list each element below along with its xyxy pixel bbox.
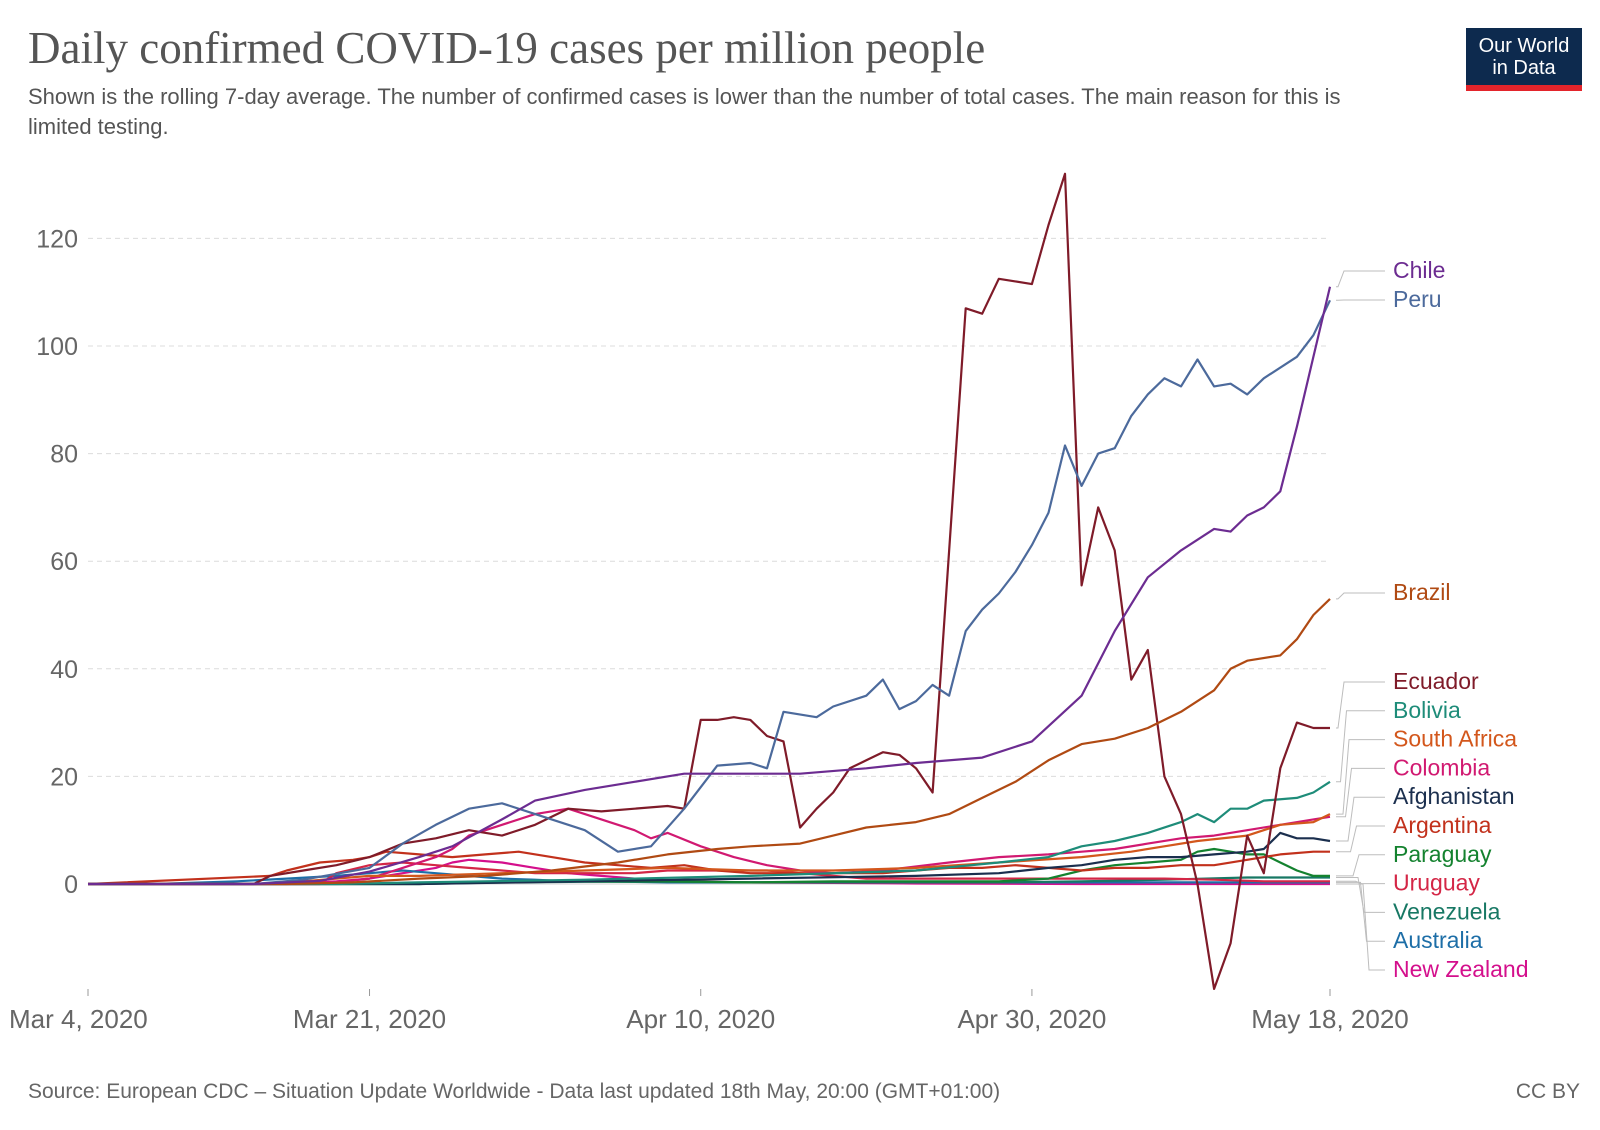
logo-line-2: in Data bbox=[1492, 57, 1556, 79]
legend-label-south-africa[interactable]: South Africa bbox=[1393, 726, 1517, 752]
legend-connector bbox=[1336, 767, 1385, 818]
legend-label-peru[interactable]: Peru bbox=[1393, 286, 1442, 312]
x-tick-label: Mar 21, 2020 bbox=[293, 1004, 446, 1034]
legend-connector bbox=[1336, 825, 1385, 853]
series-line-south-africa[interactable] bbox=[88, 813, 1331, 886]
owid-logo[interactable]: Our World in Data bbox=[1466, 28, 1582, 91]
legend-label-venezuela[interactable]: Venezuela bbox=[1393, 898, 1501, 924]
y-tick-label: 120 bbox=[36, 225, 78, 253]
legend-connector bbox=[1336, 710, 1385, 783]
grid-layer: 0 20 40 60 80 100 120 bbox=[36, 225, 1330, 899]
line-chart: 0 20 40 60 80 100 120 Mar 4, 2020 Mar 21, 2020 A… bbox=[9, 172, 1529, 1034]
legend-connector bbox=[1336, 883, 1385, 971]
legend-connector bbox=[1336, 877, 1385, 913]
series-line-brazil[interactable] bbox=[88, 598, 1331, 886]
legend-connector bbox=[1336, 796, 1385, 842]
legend-label-afghanistan[interactable]: Afghanistan bbox=[1393, 783, 1514, 809]
series-line-bolivia[interactable] bbox=[88, 780, 1331, 886]
legend-label-brazil[interactable]: Brazil bbox=[1393, 579, 1451, 605]
legend-label-chile[interactable]: Chile bbox=[1393, 257, 1445, 283]
y-tick-label: 0 bbox=[64, 871, 78, 899]
x-tick-label: Mar 4, 2020 bbox=[9, 1004, 148, 1034]
y-tick-label: 100 bbox=[36, 333, 78, 361]
legend-connector bbox=[1336, 681, 1385, 729]
series-line-afghanistan[interactable] bbox=[88, 831, 1331, 886]
series-line-ecuador[interactable] bbox=[88, 172, 1330, 990]
y-tick-label: 60 bbox=[50, 548, 78, 576]
series-line-chile[interactable] bbox=[88, 286, 1332, 886]
legend-label-colombia[interactable]: Colombia bbox=[1393, 754, 1490, 780]
series-layer bbox=[87, 172, 1332, 990]
series-line-peru[interactable] bbox=[88, 299, 1331, 886]
license-link[interactable]: CC BY bbox=[1515, 1080, 1580, 1103]
series-line-colombia[interactable] bbox=[88, 807, 1331, 886]
legend-label-new-zealand[interactable]: New Zealand bbox=[1393, 956, 1529, 982]
legend-label-ecuador[interactable]: Ecuador bbox=[1393, 668, 1479, 694]
legend-label-bolivia[interactable]: Bolivia bbox=[1393, 697, 1461, 723]
legend-label-paraguay[interactable]: Paraguay bbox=[1393, 841, 1492, 867]
legend-connector bbox=[1336, 592, 1385, 600]
legend-connector bbox=[1336, 854, 1385, 877]
legend-label-australia[interactable]: Australia bbox=[1393, 927, 1483, 953]
x-tick-label: Apr 10, 2020 bbox=[626, 1004, 775, 1034]
source-note: Source: European CDC – Situation Update … bbox=[28, 1080, 1001, 1103]
legend-connector bbox=[1336, 739, 1385, 815]
legend: Chile Peru Brazil Ecuador Bolivia South Afric… bbox=[1336, 257, 1529, 982]
y-tick-label: 40 bbox=[50, 656, 78, 684]
y-tick-label: 80 bbox=[50, 441, 78, 469]
chart-title: Daily confirmed COVID-19 cases per milli… bbox=[28, 23, 986, 73]
x-axis: Mar 4, 2020 Mar 21, 2020 Apr 10, 2020 Apr 3… bbox=[9, 989, 1409, 1034]
legend-label-uruguay[interactable]: Uruguay bbox=[1393, 870, 1480, 896]
y-tick-label: 20 bbox=[50, 763, 78, 791]
chart-subtitle: Shown is the rolling 7-day average. The … bbox=[28, 84, 1341, 139]
x-tick-label: May 18, 2020 bbox=[1251, 1004, 1409, 1034]
legend-connector bbox=[1336, 881, 1385, 942]
legend-connector bbox=[1336, 270, 1385, 288]
x-tick-label: Apr 30, 2020 bbox=[957, 1004, 1106, 1034]
logo-line-1: Our World bbox=[1478, 35, 1570, 57]
legend-label-argentina[interactable]: Argentina bbox=[1393, 812, 1492, 838]
